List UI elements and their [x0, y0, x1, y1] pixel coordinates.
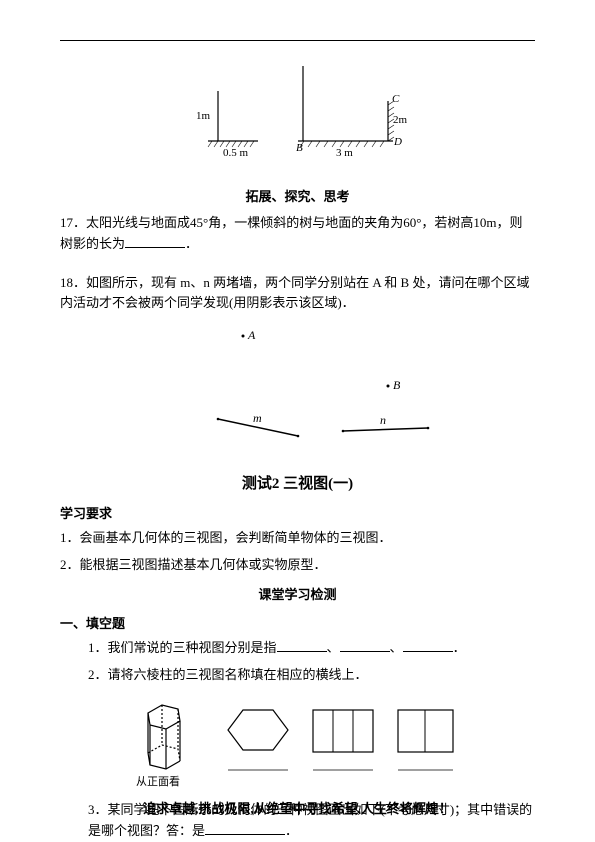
- label-3m: 3 m: [336, 147, 353, 159]
- study-req-1: 1．会画基本几何体的三视图，会判断简单物体的三视图．: [60, 528, 535, 549]
- period3: ．: [285, 823, 298, 838]
- problem-17: 17．太阳光线与地面成45°角，一棵倾斜的树与地面的夹角为60°，若树高10m，…: [60, 213, 535, 255]
- top-rule: [60, 40, 535, 41]
- study-req-2: 2．能根据三视图描述基本几何体或实物原型．: [60, 555, 535, 576]
- test2-title: 测试2 三视图(一): [60, 472, 535, 493]
- q1-blank3: [403, 638, 453, 652]
- label-05m: 0.5 m: [223, 147, 249, 159]
- q1-blank2: [340, 638, 390, 652]
- label-1m: 1m: [196, 110, 211, 122]
- section-expand-title: 拓展、探究、思考: [60, 186, 535, 205]
- label-2m: 2m: [393, 114, 408, 126]
- label-front-view: 从正面看: [136, 774, 180, 788]
- q2-text: 请将六棱柱的三视图名称填在相应的横线上．: [108, 667, 368, 682]
- q3-blank: [205, 821, 285, 835]
- p17-num: 17．: [60, 215, 86, 230]
- class-test-title: 课堂学习检测: [60, 584, 535, 603]
- diagram-pole-wall: 1m 0.5 m A B: [168, 61, 428, 176]
- p18-num: 18．: [60, 275, 86, 290]
- label-m: m: [253, 411, 262, 425]
- period1: ．: [453, 640, 466, 655]
- question-1: 1．我们常说的三种视图分别是指 、 、 ．: [60, 638, 535, 659]
- label-A2: A: [247, 328, 256, 342]
- question-2: 2．请将六棱柱的三视图名称填在相应的横线上．: [60, 665, 535, 686]
- q1-num: 1．: [88, 640, 108, 655]
- label-D: D: [393, 136, 402, 148]
- diagram-hexprism: 从正面看: [118, 695, 478, 790]
- label-n: n: [380, 413, 386, 427]
- fill-title: 一、填空题: [60, 613, 535, 632]
- p18-text: 如图所示，现有 m、n 两堵墙，两个同学分别站在 A 和 B 处，请问在哪个区域…: [60, 275, 529, 311]
- label-A: A: [296, 61, 304, 64]
- p17-blank: [125, 234, 185, 248]
- label-C: C: [392, 93, 400, 105]
- study-req-title: 学习要求: [60, 503, 535, 522]
- page-footer: 追求卓越,挑战极限,从绝望中寻找希望,人生终将辉煌！: [0, 798, 595, 817]
- q1-blank1: [277, 638, 327, 652]
- q2-num: 2．: [88, 667, 108, 682]
- q1-text: 我们常说的三种视图分别是指: [108, 640, 277, 655]
- label-B2: B: [393, 378, 401, 392]
- p17-suffix: ．: [185, 236, 198, 251]
- comma1: 、: [327, 640, 340, 655]
- problem-18: 18．如图所示，现有 m、n 两堵墙，两个同学分别站在 A 和 B 处，请问在哪…: [60, 273, 535, 315]
- comma2: 、: [390, 640, 403, 655]
- diagram-walls: A B m n: [148, 324, 448, 454]
